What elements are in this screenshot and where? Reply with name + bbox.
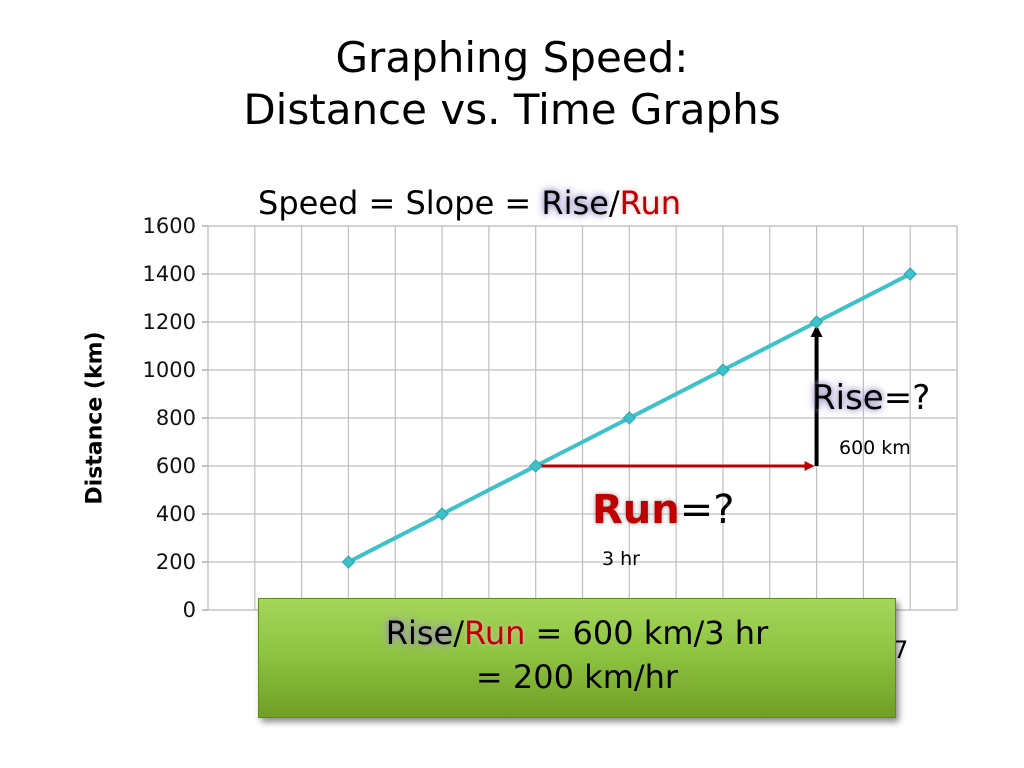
data-point xyxy=(341,555,356,569)
run-question-suffix: =? xyxy=(679,487,735,533)
run-value: 3 hr xyxy=(602,548,640,570)
rise-question-label: Rise xyxy=(812,378,884,418)
data-point xyxy=(809,315,824,329)
y-tick-label: 1400 xyxy=(143,262,196,286)
y-tick-label: 600 xyxy=(156,454,196,478)
result-run: Run xyxy=(464,614,526,652)
run-question: Run=? xyxy=(592,487,735,533)
formula-run: Run xyxy=(619,184,682,222)
x-tick-7: 7 xyxy=(893,636,909,664)
rise-question-suffix: =? xyxy=(883,378,931,418)
y-tick-label: 200 xyxy=(156,550,196,574)
result-line-2: = 200 km/hr xyxy=(475,658,679,696)
data-point xyxy=(716,363,730,377)
speed-formula: Speed = Slope = Rise/Run xyxy=(258,184,681,222)
points-layer xyxy=(341,267,917,569)
formula-rise: Rise xyxy=(541,184,609,222)
result-box: Rise/Run = 600 km/3 hr = 200 km/hr xyxy=(258,598,896,718)
rise-value: 600 km xyxy=(839,437,911,459)
data-point xyxy=(622,411,637,425)
slide-title: Graphing Speed: Distance vs. Time Graphs xyxy=(0,32,1024,136)
y-tick-label: 800 xyxy=(156,406,196,430)
y-ticks: 0 200 400 600 800 1000 1200 1400 1600 xyxy=(143,214,196,622)
formula-prefix: Speed = Slope = xyxy=(258,184,542,222)
y-tick-label: 1600 xyxy=(143,214,196,238)
y-tick-label: 0 xyxy=(183,598,196,622)
result-rise: Rise xyxy=(385,614,454,652)
result-line-1: Rise/Run = 600 km/3 hr xyxy=(259,613,895,653)
grid xyxy=(202,225,958,611)
formula-slash: / xyxy=(608,184,620,222)
result-slash: / xyxy=(453,614,465,652)
y-tick-label: 400 xyxy=(156,502,196,526)
title-line-1: Graphing Speed: xyxy=(335,33,689,82)
data-point xyxy=(435,507,449,521)
data-point xyxy=(528,459,543,473)
rise-question: Rise=? xyxy=(812,378,930,418)
result-equation: = 600 km/3 hr xyxy=(525,614,769,652)
arrows-layer xyxy=(535,325,823,471)
run-question-label: Run xyxy=(592,487,680,533)
y-tick-label: 1200 xyxy=(143,310,196,334)
y-tick-label: 1000 xyxy=(143,358,196,382)
data-point xyxy=(903,267,917,281)
title-line-2: Distance vs. Time Graphs xyxy=(243,85,781,134)
